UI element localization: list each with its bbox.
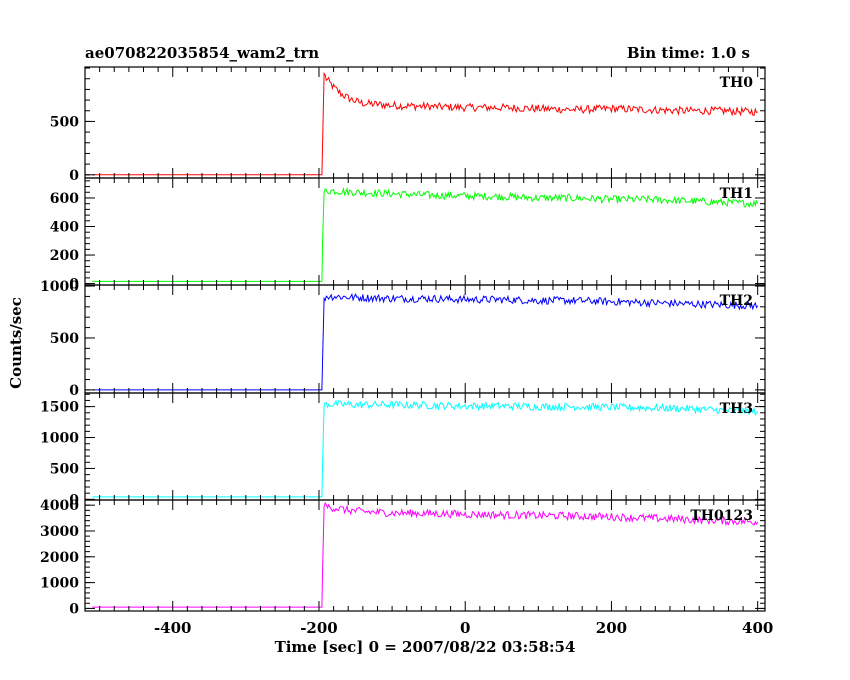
- panel-label-th2: TH2: [720, 293, 753, 309]
- y-tick-label: 4000: [40, 498, 79, 514]
- y-tick-label: 500: [50, 331, 79, 347]
- panel-frame-th0: [84, 66, 766, 179]
- x-tick-label: 0: [460, 619, 470, 637]
- series-line-th2: [92, 293, 759, 391]
- x-axis-label: Time [sec] 0 = 2007/08/22 03:58:54: [274, 638, 576, 656]
- panel-frame-th3: [84, 392, 766, 501]
- panel-label-th0: TH0: [720, 75, 754, 91]
- y-tick-label: 1000: [40, 431, 79, 447]
- panel-label-th3: TH3: [720, 401, 753, 417]
- x-tick-label: 200: [596, 619, 627, 637]
- y-tick-label: 3000: [40, 524, 79, 540]
- y-tick-label: 400: [50, 220, 79, 236]
- y-tick-label: 0: [69, 492, 79, 508]
- panel-frame-th2: [84, 284, 766, 394]
- y-tick-label: 600: [50, 191, 79, 207]
- y-tick-label: 0: [69, 383, 79, 399]
- y-axis-label: Counts/sec: [7, 297, 25, 389]
- panel-frame-th0123: [84, 499, 766, 612]
- y-tick-label: 1500: [40, 400, 79, 416]
- bin-time-label: Bin time: 1.0 s: [626, 44, 750, 62]
- y-tick-label: 500: [50, 461, 79, 477]
- series-line-th1: [92, 186, 759, 282]
- series-line-th3: [92, 399, 759, 498]
- y-tick-label: 1000: [40, 279, 79, 295]
- x-tick-label: -200: [300, 619, 338, 637]
- panel-label-th1: TH1: [720, 186, 753, 202]
- y-tick-label: 200: [50, 248, 79, 264]
- y-tick-label: 2000: [40, 550, 79, 566]
- y-tick-label: 1000: [40, 576, 79, 592]
- y-tick-label: 0: [69, 277, 79, 293]
- y-tick-label: 500: [50, 114, 79, 130]
- x-tick-label: -400: [154, 619, 192, 637]
- x-tick-label: 400: [742, 619, 773, 637]
- chart-title-left: ae070822035854_wam2_trn: [85, 44, 320, 62]
- series-line-th0123: [92, 501, 759, 608]
- series-line-th0: [92, 71, 758, 176]
- y-tick-label: 0: [69, 168, 79, 184]
- panel-label-th0123: TH0123: [690, 508, 753, 524]
- y-tick-label: 0: [69, 601, 79, 617]
